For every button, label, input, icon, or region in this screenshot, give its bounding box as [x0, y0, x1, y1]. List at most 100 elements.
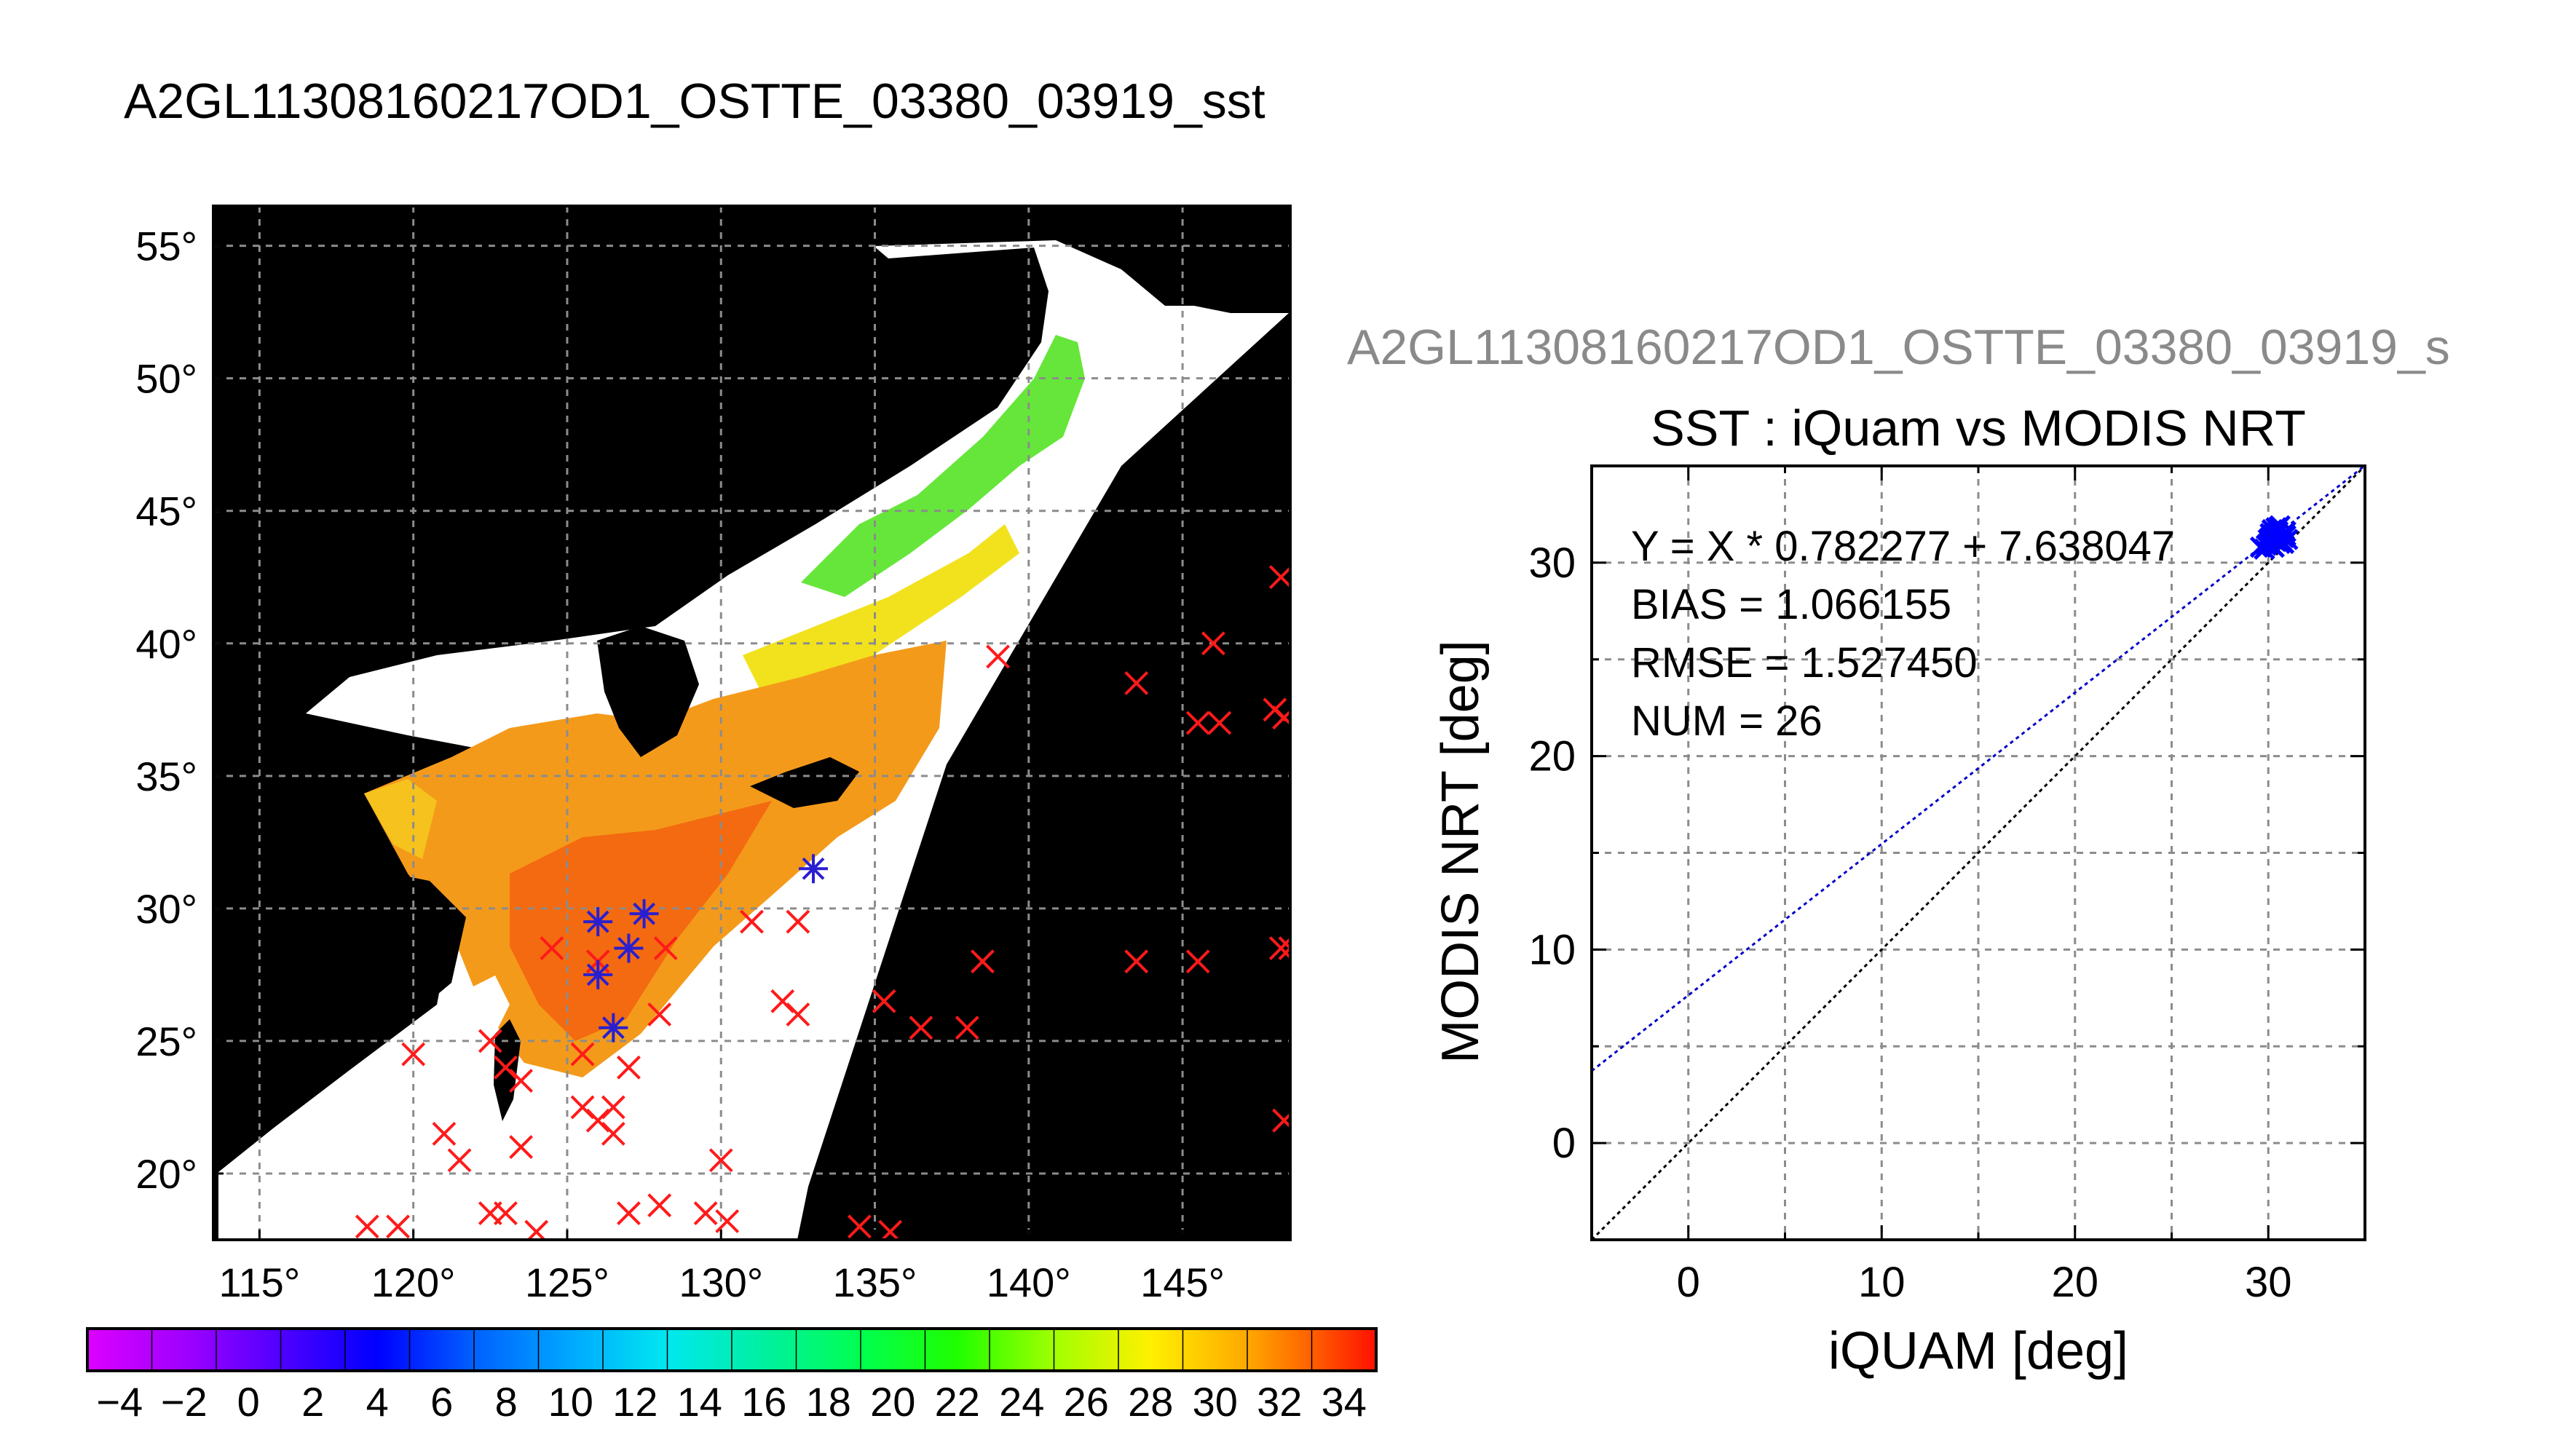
- map-lat-label: 35°: [135, 753, 197, 799]
- map-lat-label: 20°: [135, 1151, 197, 1197]
- iquam-buoy-marker: [509, 1069, 533, 1093]
- identity-line: [1592, 466, 2365, 1240]
- iquam-buoy-marker: [786, 909, 810, 934]
- iquam-buoy-marker: [786, 1002, 810, 1026]
- colorbar-tick-label: 16: [741, 1379, 786, 1425]
- bias-value: BIAS = 1.066155: [1631, 581, 1951, 628]
- land-china-coast: [213, 757, 466, 1128]
- iquam-buoy-marker: [601, 1121, 625, 1146]
- colorbar-tick-label: 28: [1128, 1379, 1173, 1425]
- colorbar-tick-label: 14: [677, 1379, 722, 1425]
- iquam-buoy-marker: [653, 936, 678, 960]
- colorbar-tick-label: 8: [495, 1379, 518, 1425]
- colorbar-dividers: [151, 1329, 1313, 1371]
- iquam-buoy-marker: [585, 1108, 610, 1133]
- map-frame: [212, 205, 1292, 1241]
- matchup-marker: [599, 1013, 628, 1042]
- scatter-x-tick-labels: 0 10 20 30: [1677, 1259, 2292, 1306]
- matchup-marker: [614, 933, 644, 963]
- matchup-marker: [583, 960, 613, 989]
- iquam-buoy-marker: [509, 1135, 533, 1159]
- iquam-buoy-marker: [909, 1016, 933, 1040]
- iquam-buoy-marker: [708, 1148, 733, 1173]
- map-lon-label: 120°: [371, 1259, 456, 1305]
- colorbar-tick-label: 12: [612, 1379, 657, 1425]
- iquam-buoy-marker: [1278, 936, 1290, 960]
- iquam-buoy-marker: [1207, 711, 1232, 735]
- iquam-buoy-marker: [401, 1042, 426, 1067]
- iquam-buoy-marker: [601, 1095, 625, 1120]
- iquam-buoy-marker: [693, 1201, 718, 1226]
- sst-yellow-coast: [364, 779, 437, 859]
- colorbar-tick-label: 22: [935, 1379, 980, 1425]
- colorbar-tick-label: 2: [301, 1379, 324, 1425]
- iquam-buoy-marker: [647, 1002, 672, 1026]
- iquam-buoy-marker: [1268, 936, 1290, 960]
- colorbar-tick-label: −4: [96, 1379, 143, 1425]
- scatter-gridlines: [1592, 466, 2365, 1240]
- map-gridlines: [213, 206, 1290, 1240]
- scatter-y-tick-label: 0: [1552, 1120, 1576, 1167]
- map-lat-label: 55°: [135, 223, 197, 269]
- colorbar-tick-label: 32: [1257, 1379, 1302, 1425]
- iquam-buoy-marker: [971, 949, 995, 974]
- land-japan-kyushu: [750, 757, 859, 808]
- sst-green-region: [801, 335, 1085, 597]
- sst-hot-core: [510, 801, 772, 1041]
- scatter-tick-marks: [1590, 464, 2366, 1241]
- iquam-buoy-marker: [1272, 1108, 1290, 1133]
- iquam-buoy-marker: [1124, 670, 1149, 695]
- scatter-y-tick-label: 20: [1528, 733, 1576, 780]
- iquam-buoy-marker: [872, 989, 896, 1013]
- scatter-x-tick-label: 30: [2245, 1259, 2292, 1306]
- map-lat-label: 45°: [135, 488, 197, 534]
- iquam-buoy-marker: [617, 1201, 641, 1226]
- fit-line: [1592, 466, 2365, 1072]
- scatter-points: [2249, 515, 2299, 561]
- iquam-buoy-marker: [494, 1201, 518, 1226]
- iquam-buoy-marker: [386, 1214, 410, 1239]
- iquam-buoy-marker: [955, 1016, 979, 1040]
- scatter-title: SST : iQuam vs MODIS NRT: [1651, 400, 2306, 456]
- scatter-x-tick-label: 10: [1858, 1259, 1906, 1306]
- colorbar-tick-label: 20: [870, 1379, 915, 1425]
- num-value: NUM = 26: [1631, 697, 1823, 745]
- map-lat-label: 40°: [135, 621, 197, 667]
- iquam-buoy-marker: [740, 909, 764, 934]
- iquam-buoy-marker: [355, 1214, 379, 1239]
- map-lon-label: 130°: [679, 1259, 763, 1305]
- map-lon-label: 140°: [987, 1259, 1071, 1305]
- iquam-buoy-marker: [1124, 949, 1149, 974]
- iquam-buoy-marker: [1185, 711, 1210, 735]
- stats-box: Y = X * 0.782277 + 7.638047 BIAS = 1.066…: [1631, 523, 2175, 745]
- colorbar-tick-label: 18: [806, 1379, 851, 1425]
- map-lat-label: 50°: [135, 356, 197, 402]
- fit-equation: Y = X * 0.782277 + 7.638047: [1631, 523, 2175, 570]
- iquam-buoy-marker: [1272, 705, 1290, 730]
- iquam-buoy-marker: [570, 1095, 595, 1120]
- scatter-x-tick-label: 0: [1677, 1259, 1700, 1306]
- scatter-header: A2GL11308160217OD1_OSTTE_03380_03919_s: [1347, 320, 2450, 375]
- iquam-buoy-marker: [570, 1042, 595, 1067]
- iquam-buoy-marker: [478, 1029, 502, 1053]
- iquam-buoy-marker: [617, 1055, 641, 1080]
- iquam-buoy-marker: [432, 1121, 457, 1146]
- map-tick-marks: [213, 245, 1184, 1240]
- rmse-value: RMSE = 1.527450: [1631, 639, 1978, 687]
- colorbar-tick-label: −2: [161, 1379, 208, 1425]
- matchup-marker: [629, 899, 659, 929]
- scatter-y-tick-label: 10: [1528, 926, 1576, 973]
- map-lon-label: 125°: [525, 1259, 609, 1305]
- map-lat-label: 25°: [135, 1018, 197, 1064]
- scatter-point: [2265, 517, 2287, 539]
- map-lon-label: 115°: [219, 1259, 301, 1305]
- colorbar-tick-label: 4: [366, 1379, 389, 1425]
- matchup-marker: [583, 907, 613, 937]
- colorbar-tick-label: 34: [1322, 1379, 1367, 1425]
- scatter-point: [2257, 529, 2280, 550]
- iquam-buoy-marker: [715, 1209, 740, 1233]
- iquam-buoy-marker: [1201, 631, 1225, 656]
- map-lon-label: 135°: [833, 1259, 917, 1305]
- map-title: A2GL11308160217OD1_OSTTE_03380_03919_sst: [124, 74, 1265, 129]
